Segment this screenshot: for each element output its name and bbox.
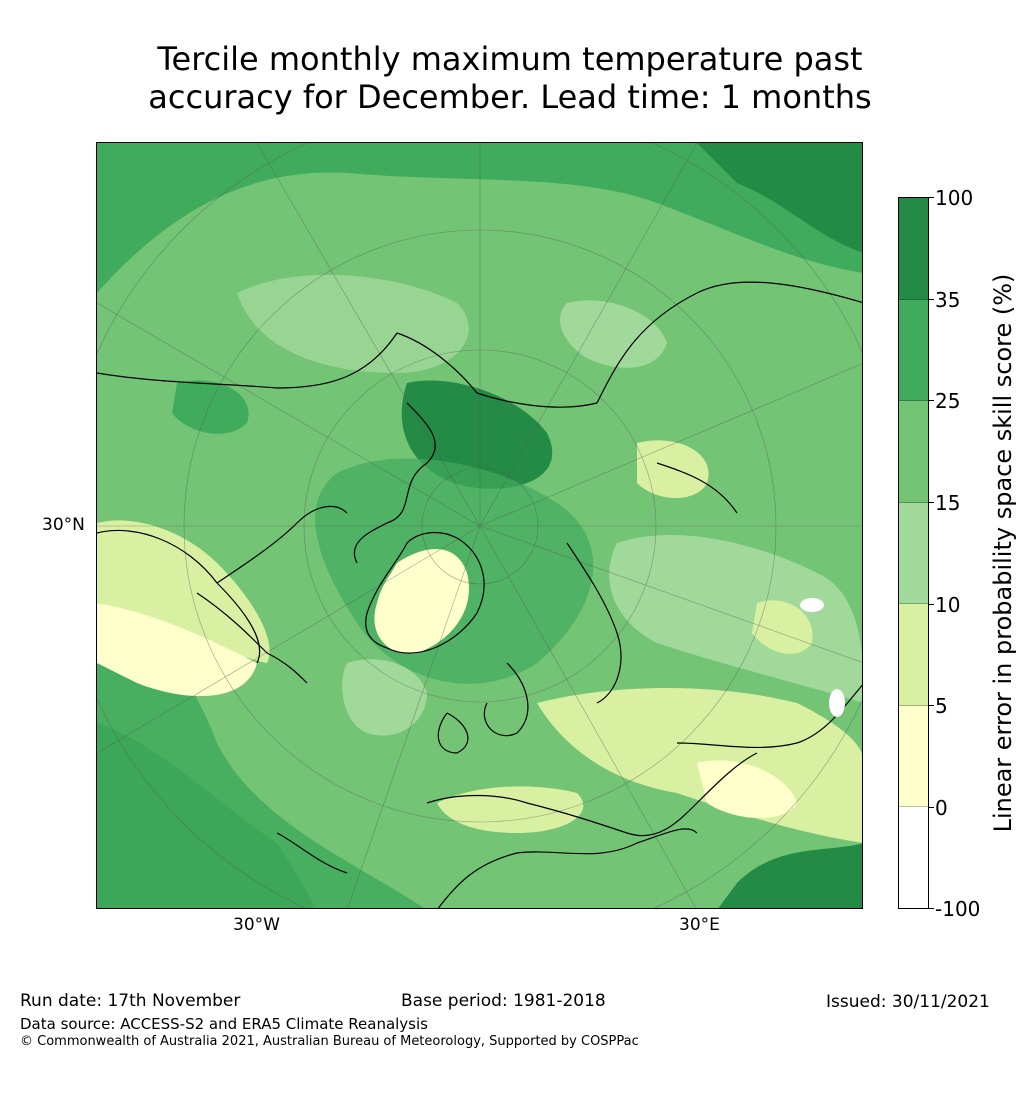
colorbar-segment-1 [899, 299, 928, 402]
colorbar-tick-label: 15 [935, 491, 961, 515]
low-skill-region-americas [97, 603, 257, 697]
colorbar-tick-label: 10 [935, 593, 961, 617]
low-skill-region-west-asia [609, 534, 862, 703]
high-skill-region-atlantic [97, 573, 424, 908]
chart-title: Tercile monthly maximum temperature past… [0, 40, 1020, 116]
base-period: Base period: 1981-2018 [401, 991, 606, 1011]
polar-map [96, 142, 863, 909]
colorbar-segment-2 [899, 401, 928, 503]
title-line-2: accuracy for December. Lead time: 1 mont… [148, 78, 872, 116]
colorbar-tick-label: 0 [935, 796, 948, 820]
colorbar-segment-5 [899, 705, 928, 808]
patchy-region-3 [697, 760, 797, 818]
copyright: © Commonwealth of Australia 2021, Austra… [20, 1034, 639, 1049]
colorbar-label: Linear error in probability space skill … [989, 273, 1017, 833]
white-patch [800, 598, 824, 612]
colorbar-segment-3 [899, 502, 928, 605]
colorbar-tick-label: 100 [935, 186, 974, 210]
low-skill-region-mediterranean [437, 786, 584, 833]
lon-label-30e: 30°E [679, 915, 720, 935]
lon-label-30w: 30°W [233, 915, 280, 935]
low-skill-region-greenland [374, 549, 469, 654]
low-skill-region-pacific [237, 274, 469, 373]
white-patch [829, 689, 845, 717]
colorbar-segment-6 [899, 807, 928, 909]
run-date: Run date: 17th November [20, 991, 241, 1011]
colorbar [898, 197, 929, 909]
high-skill-region-south-east [718, 843, 862, 908]
patchy-region-2 [637, 440, 709, 498]
high-skill-region-top-right [697, 143, 862, 253]
high-skill-region-north-pacific [97, 143, 862, 293]
patchy-region-1 [559, 300, 667, 368]
colorbar-segment-4 [899, 604, 928, 706]
patchy-region-4 [172, 380, 249, 434]
colorbar-tick-label: -100 [935, 897, 981, 921]
colorbar-tick-label: 25 [935, 389, 961, 413]
title-line-1: Tercile monthly maximum temperature past [157, 40, 863, 78]
coastlines [97, 281, 862, 908]
data-source: Data source: ACCESS-S2 and ERA5 Climate … [20, 1015, 428, 1033]
low-skill-region-north-america [97, 520, 270, 663]
colorbar-tick-label: 35 [935, 288, 961, 312]
issued-date: Issued: 30/11/2021 [826, 992, 990, 1012]
graticule [97, 143, 862, 908]
colorbar-segment-0 [899, 198, 928, 300]
low-skill-region-north-atlantic [342, 659, 427, 736]
lat-label-30n: 30°N [42, 515, 85, 535]
map-canvas [97, 143, 862, 908]
colorbar-tick-label: 5 [935, 694, 948, 718]
patchy-region-5 [752, 600, 813, 654]
